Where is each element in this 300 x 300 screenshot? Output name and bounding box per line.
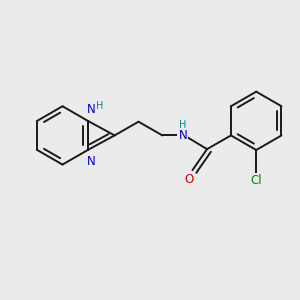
Text: N: N [87, 154, 96, 168]
Text: H: H [96, 101, 103, 111]
Text: N: N [87, 103, 96, 116]
Text: N: N [178, 129, 187, 142]
Text: H: H [96, 101, 103, 111]
Text: N: N [87, 154, 96, 168]
Text: N: N [87, 103, 96, 116]
Text: H: H [179, 120, 187, 130]
Text: O: O [184, 173, 194, 186]
Text: Cl: Cl [250, 174, 262, 188]
